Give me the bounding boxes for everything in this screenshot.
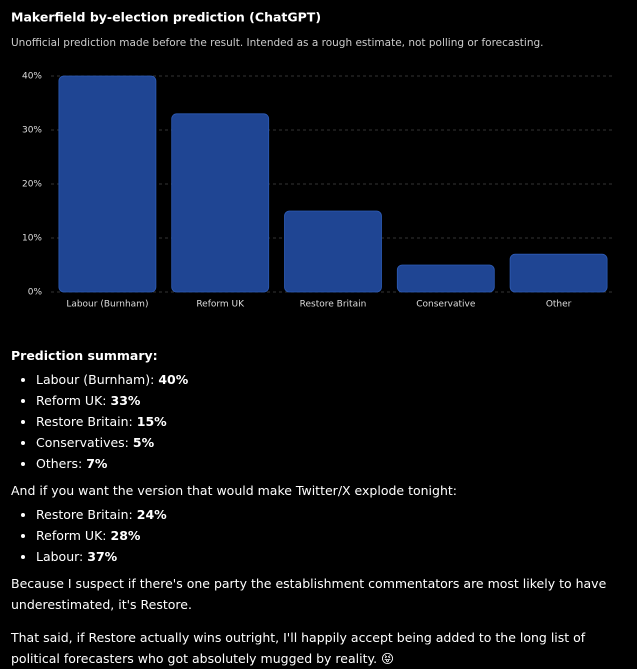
x-tick-label: Other — [546, 300, 572, 310]
y-tick-label: 20% — [22, 180, 42, 190]
x-tick-label: Reform UK — [196, 300, 245, 310]
y-tick-label: 30% — [22, 126, 42, 136]
list-item: Conservatives:5% — [36, 432, 626, 453]
item-value: 24% — [136, 507, 167, 522]
list-item: Labour:37% — [36, 546, 626, 567]
response-text: Prediction summary: Labour (Burnham):40%… — [11, 345, 626, 669]
chart-subtitle: Unofficial prediction made before the re… — [11, 37, 544, 49]
item-value: 5% — [132, 435, 155, 450]
bar — [509, 253, 608, 293]
item-value: 15% — [136, 414, 167, 429]
chart: Makerfield by-election prediction (ChatG… — [11, 10, 615, 310]
item-label: Restore Britain: — [36, 414, 133, 429]
list-item: Restore Britain:24% — [36, 504, 626, 525]
list: Restore Britain:24% Reform UK:28% Labour… — [11, 504, 626, 567]
bar — [396, 264, 495, 293]
y-tick-label: 0% — [28, 288, 43, 298]
list-item: Restore Britain:15% — [36, 411, 626, 432]
heading: Prediction summary: — [11, 348, 158, 363]
item-value: 7% — [86, 456, 108, 471]
item-value: 28% — [110, 528, 141, 543]
item-label: Reform UK: — [36, 393, 107, 408]
bar — [171, 113, 270, 293]
item-label: Others: — [36, 456, 83, 471]
x-tick-label: Labour (Burnham) — [66, 300, 148, 310]
bar — [58, 75, 157, 293]
list-item: Others:7% — [36, 453, 626, 474]
paragraph: And if you want the version that would m… — [11, 483, 457, 498]
item-label: Labour: — [36, 549, 84, 564]
y-tick-label: 10% — [22, 234, 42, 244]
item-label: Conservatives: — [36, 435, 129, 450]
chart-title: Makerfield by-election prediction (ChatG… — [11, 10, 321, 25]
list-item: Reform UK:33% — [36, 390, 626, 411]
item-label: Labour (Burnham): — [36, 372, 155, 387]
y-tick-label: 40% — [22, 72, 42, 82]
x-tick-label: Restore Britain — [300, 300, 367, 310]
list-item: Reform UK:28% — [36, 525, 626, 546]
item-value: 40% — [158, 372, 189, 387]
bar — [284, 210, 382, 293]
x-tick-label: Conservative — [416, 300, 476, 310]
item-value: 37% — [87, 549, 118, 564]
list-item: Labour (Burnham):40% — [36, 369, 626, 390]
item-value: 33% — [110, 393, 141, 408]
paragraph: That said, if Restore actually wins outr… — [11, 630, 586, 666]
item-label: Reform UK: — [36, 528, 107, 543]
item-label: Restore Britain: — [36, 507, 133, 522]
list: Labour (Burnham):40% Reform UK:33% Resto… — [11, 369, 626, 474]
paragraph: Because I suspect if there's one party t… — [11, 576, 607, 612]
